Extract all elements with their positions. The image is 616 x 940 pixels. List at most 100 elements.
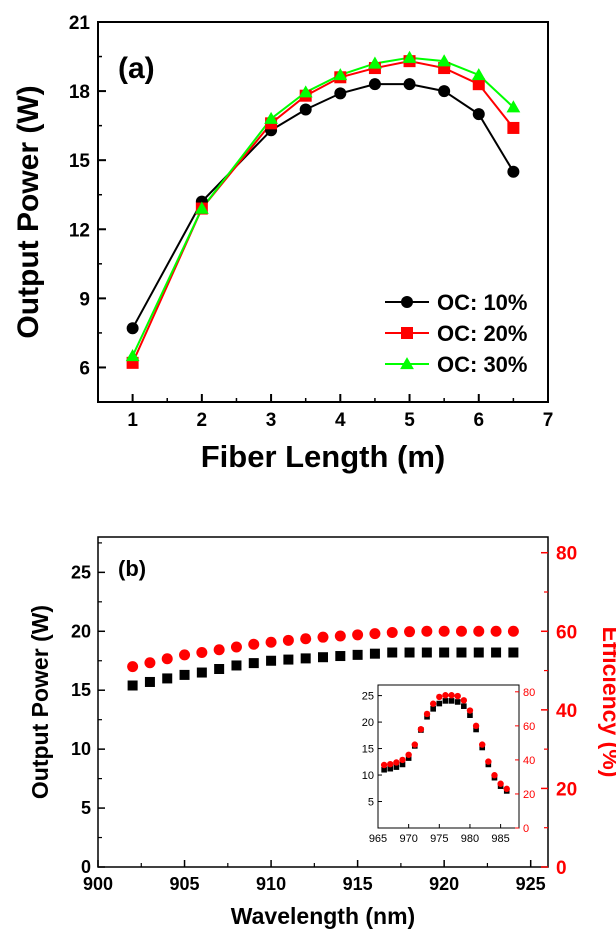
panel-a-point-3 — [125, 349, 140, 362]
inset-y2tick-label: 60 — [523, 721, 535, 733]
inset-point-efficiency — [503, 785, 510, 793]
panel-b-chart: 900 905 910 915 920 925 0 5 10 15 20 25 0 20 40 60 80 (b… — [27, 536, 616, 929]
panel-a-legend-label-1: OC: 10% — [437, 290, 527, 315]
panel-b-point-efficiency — [386, 626, 398, 638]
panel-a-point-1 — [507, 165, 520, 178]
panel-a-xtick-label: 7 — [543, 410, 554, 431]
panel-b-point-power — [196, 667, 207, 678]
panel-b-y2tick-label: 40 — [556, 701, 577, 722]
panel-a-point-1 — [368, 78, 381, 91]
inset-point-power — [436, 700, 443, 707]
panel-b-point-efficiency — [300, 633, 312, 645]
panel-a-point-3 — [402, 50, 417, 63]
panel-a-series-line-3 — [131, 56, 515, 357]
panel-a-point-3 — [264, 111, 278, 124]
panel-b-ytick-label: 20 — [71, 621, 91, 641]
panel-b-y2tick-label: 80 — [556, 544, 577, 565]
panel-a-point-2 — [472, 78, 485, 91]
panel-b-point-power — [266, 655, 277, 666]
panel-a-point-3 — [194, 201, 209, 214]
panel-a-ytick-label: 6 — [79, 358, 90, 379]
panel-b-point-power — [456, 647, 467, 658]
panel-b-point-power — [144, 676, 155, 687]
panel-b-point-efficiency — [334, 630, 346, 642]
panel-a-point-1 — [299, 103, 312, 116]
panel-b-plot-frame — [97, 536, 549, 868]
inset-point-power — [454, 699, 461, 705]
panel-a-xtick-label: 3 — [266, 410, 277, 431]
panel-b-point-power — [387, 647, 398, 658]
panel-a-legend-marker-1 — [401, 296, 413, 308]
inset-point-efficiency — [491, 772, 498, 779]
panel-b-point-power — [300, 653, 311, 664]
panel-b-series — [127, 625, 519, 691]
panel-b-ticks: 900 905 910 915 920 925 0 5 10 15 20 25 0 20 40 60 80 — [71, 542, 577, 894]
inset-ytick-label: 25 — [362, 691, 374, 703]
panel-b-point-power — [335, 651, 346, 662]
panel-a-xtick-label: 1 — [127, 410, 138, 431]
panel-a-legend-label-2: OC: 20% — [437, 321, 527, 346]
panel-b-ytick-label: 25 — [71, 562, 91, 582]
panel-a-xtick-label: 5 — [404, 410, 415, 431]
panel-b-point-power — [404, 647, 415, 658]
inset-point-efficiency — [479, 741, 486, 748]
inset-point-power — [467, 712, 473, 718]
inset-point-efficiency — [417, 726, 425, 733]
panel-b-xtick-label: 915 — [343, 874, 373, 894]
panel-b-xtick-label: 920 — [429, 874, 459, 894]
panel-b-point-efficiency — [265, 636, 277, 648]
panel-b-point-efficiency — [473, 625, 485, 637]
inset-point-power — [405, 755, 412, 761]
panel-b-point-efficiency — [213, 644, 225, 656]
inset-xtick-label: 980 — [461, 833, 479, 845]
panel-b-point-power — [352, 649, 363, 660]
inset-point-power — [381, 766, 387, 773]
inset-point-power — [393, 764, 400, 770]
inset-point-power — [473, 726, 479, 733]
inset-xtick-label: 985 — [491, 833, 509, 845]
panel-b-point-power — [439, 647, 450, 658]
panel-b-point-efficiency — [352, 629, 364, 641]
inset-point-efficiency — [399, 756, 406, 764]
panel-a-legend-marker-2 — [401, 327, 413, 339]
panel-b-point-efficiency — [230, 641, 242, 653]
inset-y2tick-label: 80 — [523, 687, 535, 699]
panel-a-xtick-label: 6 — [473, 410, 484, 431]
inset-point-efficiency — [454, 692, 461, 700]
panel-b-xtick-label: 910 — [256, 874, 286, 894]
panel-b-point-power — [491, 647, 502, 658]
panel-b-point-efficiency — [438, 625, 450, 637]
panel-a-point-3 — [298, 85, 313, 98]
inset-y2tick-label: 0 — [523, 823, 529, 835]
inset-xtick-label: 975 — [430, 833, 448, 845]
inset-ytick-label: 10 — [362, 770, 374, 782]
panel-b-y2tick-label: 60 — [556, 622, 577, 643]
inset-ytick-label: 20 — [362, 717, 374, 729]
panel-a-ytick-label: 21 — [69, 13, 91, 34]
inset-y2tick-label: 40 — [523, 755, 535, 767]
panel-b-point-efficiency — [196, 647, 208, 658]
panel-b-xtick-label: 905 — [170, 874, 200, 894]
inset-point-power — [461, 703, 467, 709]
inset-point-efficiency — [466, 707, 474, 714]
panel-b-point-power — [421, 647, 432, 658]
panel-b-point-power — [473, 647, 484, 658]
inset-xtick-label: 970 — [399, 833, 417, 845]
panel-b-point-power — [127, 680, 138, 691]
panel-b-point-efficiency — [317, 631, 329, 643]
inset-point-power — [399, 761, 406, 768]
panel-a-point-3 — [368, 56, 382, 69]
inset-y2tick-label: 20 — [523, 789, 535, 801]
panel-b-label: (b) — [118, 556, 146, 581]
inset-point-efficiency — [429, 700, 437, 707]
panel-b-xtick-label: 925 — [516, 874, 546, 894]
inset-series — [380, 692, 510, 794]
panel-b-point-efficiency — [507, 625, 519, 637]
inset-point-power — [387, 765, 394, 772]
panel-a-point-3 — [333, 68, 348, 81]
panel-a-point-1 — [438, 85, 451, 98]
panel-b-y2tick-label: 20 — [556, 779, 577, 800]
inset-point-power — [442, 698, 449, 704]
panel-a-label: (a) — [118, 52, 155, 85]
